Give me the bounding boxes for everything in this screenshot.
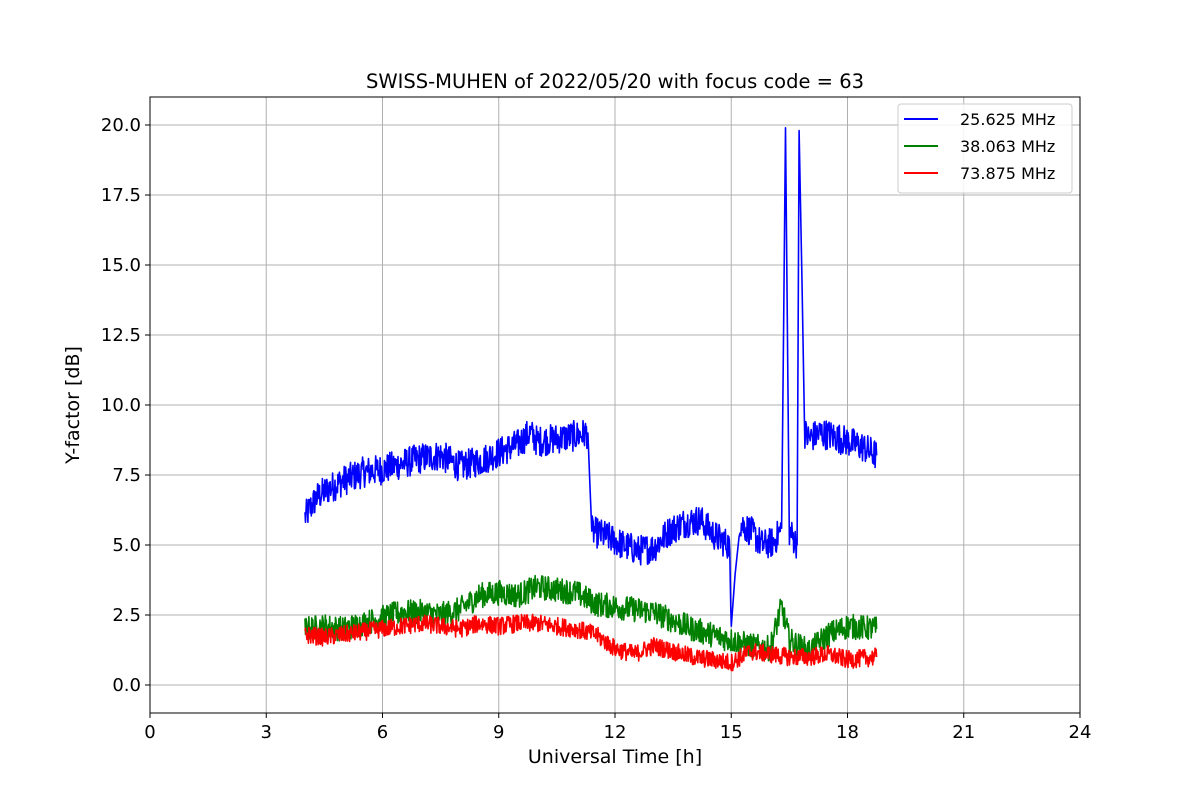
legend-label: 38.063 MHz (960, 137, 1055, 156)
series-line-25-625-mhz (304, 127, 878, 627)
x-tick-label: 18 (836, 722, 859, 743)
x-axis-title: Universal Time [h] (528, 746, 702, 768)
legend-label: 25.625 MHz (960, 110, 1055, 129)
y-tick-label: 10.0 (101, 395, 141, 416)
y-tick-label: 17.5 (101, 185, 141, 206)
y-tick-label: 7.5 (112, 465, 141, 486)
x-axis: 0 3 6 9 12 15 18 21 24 (144, 713, 1091, 743)
y-tick-label: 0.0 (112, 675, 141, 696)
y-tick-label: 2.5 (112, 605, 141, 626)
x-tick-label: 9 (493, 722, 504, 743)
series-line-38-063-mhz (304, 574, 878, 662)
series-line-73-875-mhz (304, 613, 878, 672)
legend: 25.625 MHz 38.063 MHz 73.875 MHz (897, 103, 1073, 194)
series-layer (304, 127, 878, 672)
x-tick-label: 6 (377, 722, 388, 743)
x-tick-label: 3 (261, 722, 272, 743)
y-tick-label: 15.0 (101, 255, 141, 276)
x-tick-label: 24 (1069, 722, 1092, 743)
y-tick-label: 20.0 (101, 115, 141, 136)
y-axis-title: Y-factor [dB] (62, 346, 84, 465)
legend-label: 73.875 MHz (960, 164, 1055, 183)
x-tick-label: 21 (952, 722, 975, 743)
x-tick-label: 0 (144, 722, 155, 743)
legend-box (897, 103, 1073, 194)
x-tick-label: 15 (720, 722, 743, 743)
chart-title: SWISS-MUHEN of 2022/05/20 with focus cod… (366, 70, 864, 93)
y-tick-label: 5.0 (112, 535, 141, 556)
y-tick-label: 12.5 (101, 325, 141, 346)
y-axis: 0.0 2.5 5.0 7.5 10.0 12.5 15.0 17.5 20.0 (101, 115, 150, 696)
x-tick-label: 12 (604, 722, 627, 743)
